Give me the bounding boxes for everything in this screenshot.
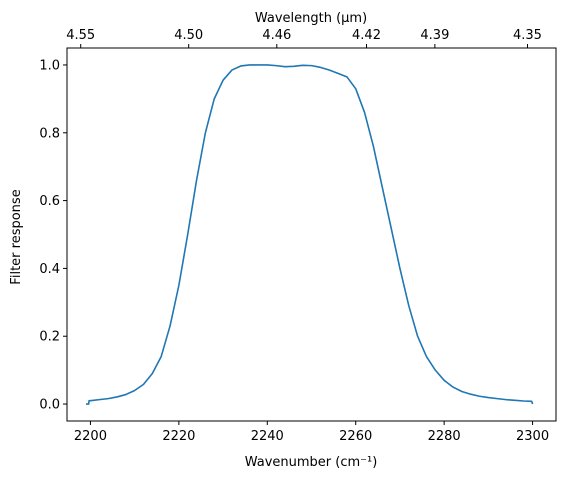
- x-tick-label: 2280: [428, 429, 461, 444]
- x-tick-label: 2300: [516, 429, 549, 444]
- y-tick-label: 0.0: [39, 398, 60, 413]
- y-tick-label: 1.0: [39, 58, 60, 73]
- x-axis-label: Wavenumber (cm⁻¹): [245, 455, 378, 470]
- y-axis-label: Filter response: [9, 189, 24, 284]
- plot-frame: [66, 47, 557, 422]
- x2-axis-label: Wavelength (μm): [255, 11, 367, 26]
- x2-tick-label: 4.46: [262, 28, 291, 43]
- y-tick-label: 0.2: [39, 330, 60, 345]
- x2-tick-label: 4.50: [174, 28, 203, 43]
- x2-tick-label: 4.42: [352, 28, 381, 43]
- filter-response-line: [86, 64, 534, 405]
- y-tick-label: 0.8: [39, 126, 60, 141]
- plot-background: [67, 48, 556, 421]
- y-tick-label: 0.6: [39, 194, 60, 209]
- y-tick-label: 0.4: [39, 262, 60, 277]
- x-tick-label: 2240: [251, 429, 284, 444]
- x2-tick-label: 4.39: [420, 28, 449, 43]
- x-tick-label: 2200: [74, 429, 107, 444]
- x-tick-label: 2260: [339, 429, 372, 444]
- x2-tick-label: 4.55: [66, 28, 95, 43]
- x2-tick-label: 4.35: [513, 28, 542, 43]
- x-tick-label: 2220: [162, 429, 195, 444]
